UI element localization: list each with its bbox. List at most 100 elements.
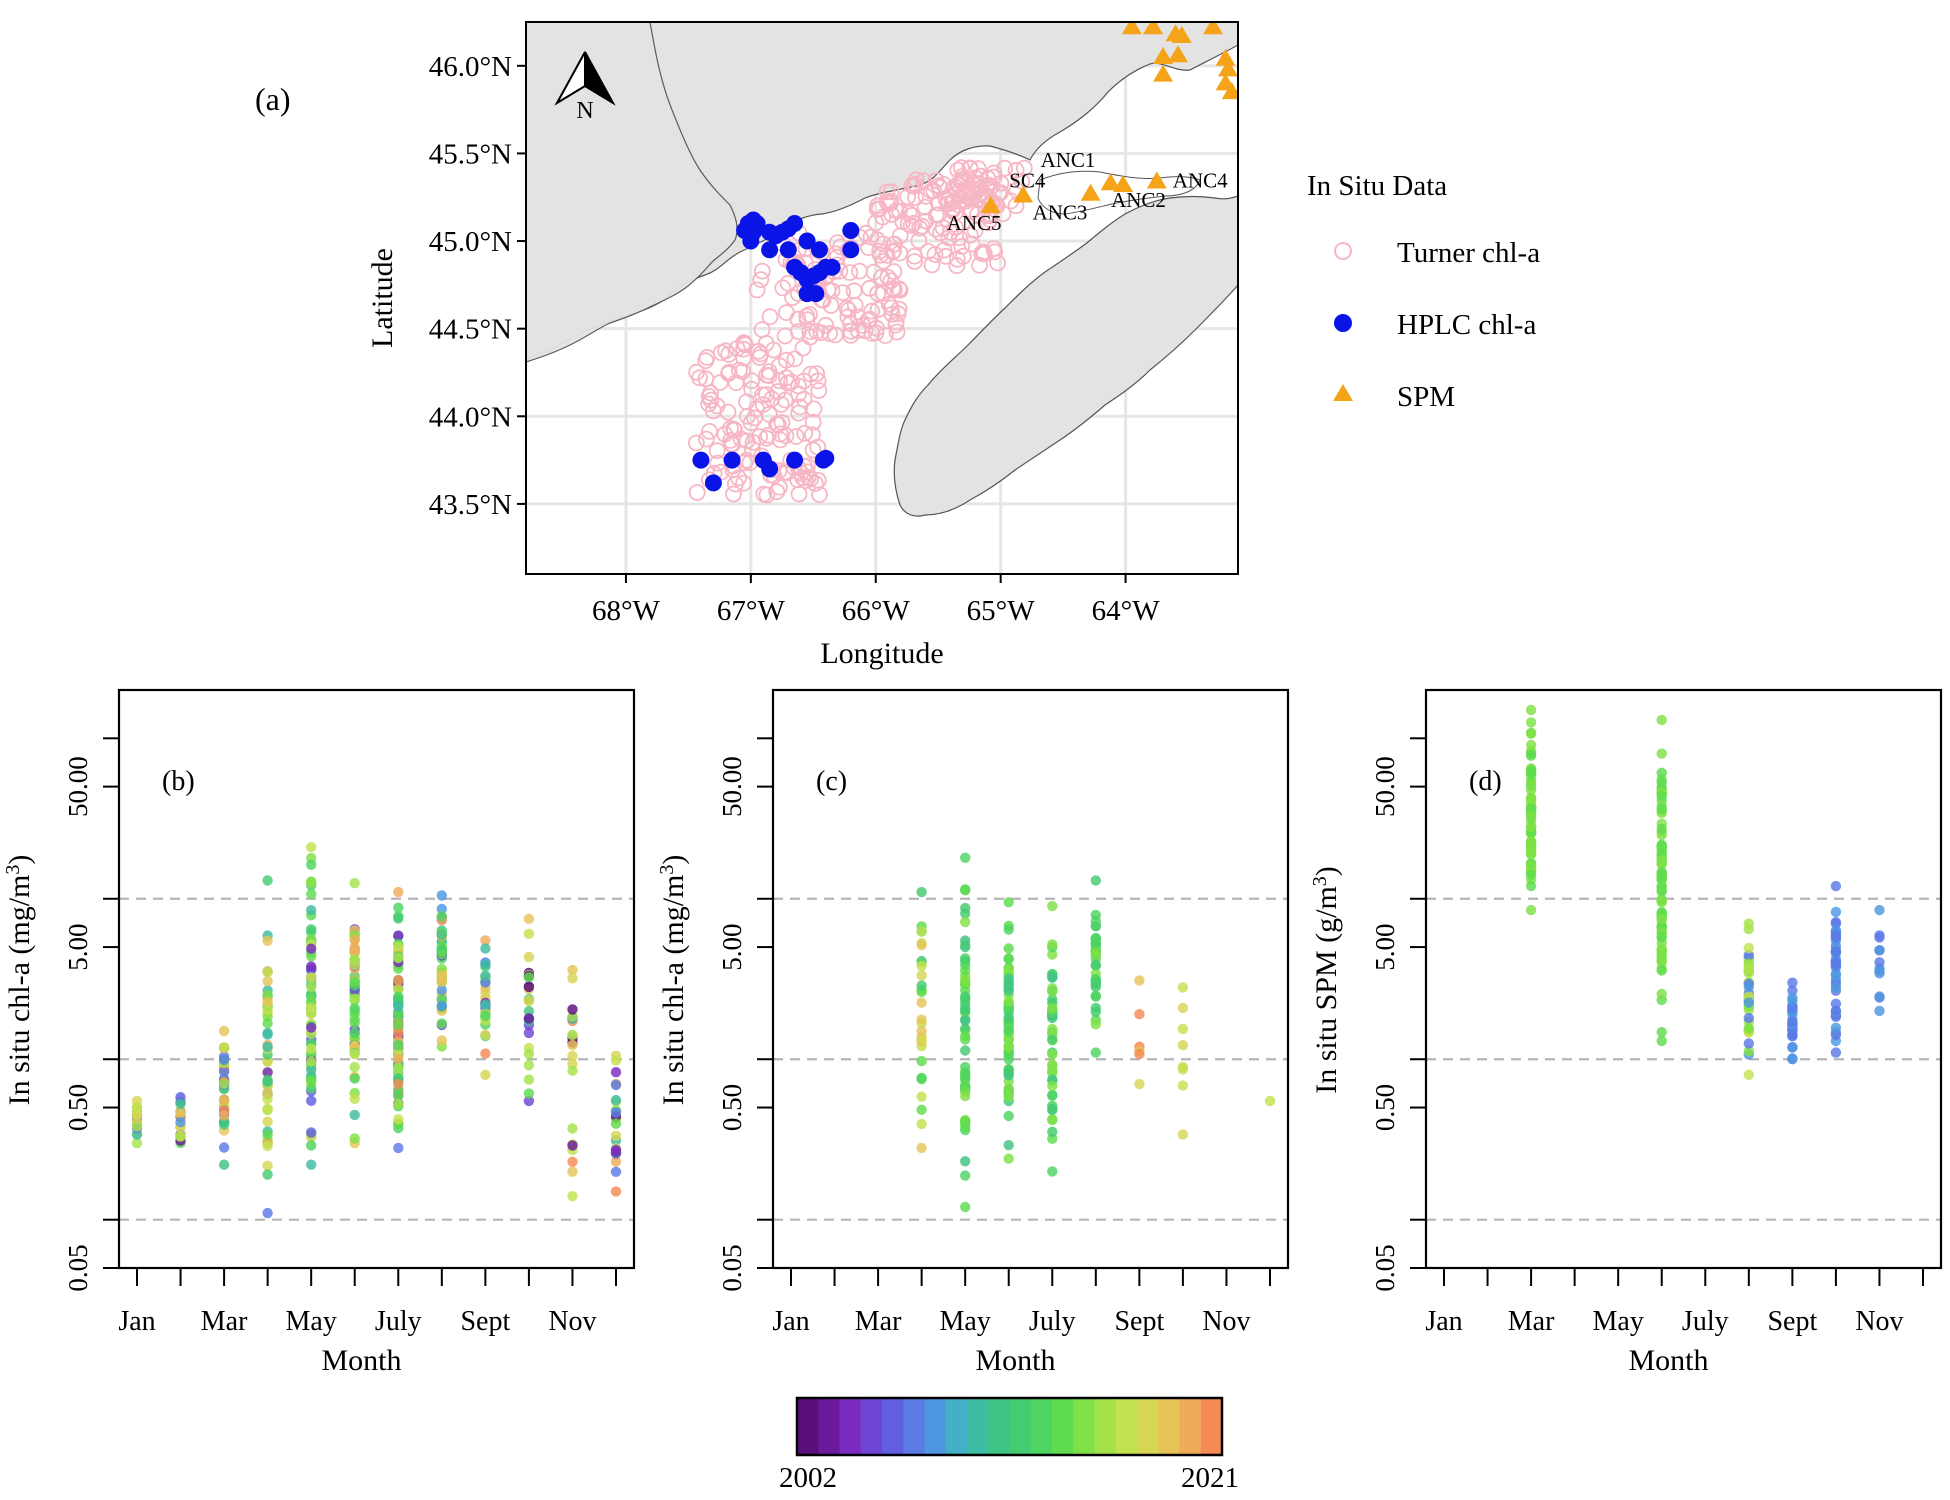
data-point bbox=[1830, 1022, 1842, 1033]
turner-point bbox=[796, 424, 814, 442]
data-point bbox=[262, 975, 273, 987]
data-point bbox=[567, 1166, 578, 1177]
data-point bbox=[523, 1013, 535, 1024]
data-point bbox=[1525, 848, 1537, 860]
turner-point bbox=[688, 484, 706, 501]
y-tick-label: 5.00 bbox=[717, 923, 747, 970]
data-point bbox=[306, 981, 317, 993]
data-point bbox=[480, 970, 491, 981]
data-point bbox=[1525, 750, 1537, 761]
colorbar-max-label: 2021 bbox=[1181, 1462, 1239, 1494]
turner-point bbox=[778, 351, 795, 369]
colorbar-cell bbox=[1094, 1398, 1117, 1455]
data-point bbox=[393, 984, 404, 995]
turner-point bbox=[809, 372, 827, 390]
data-point bbox=[1525, 784, 1537, 796]
turner-point bbox=[883, 206, 901, 223]
data-point bbox=[1787, 1016, 1798, 1028]
data-point bbox=[131, 1102, 143, 1113]
data-point bbox=[218, 1142, 230, 1153]
turner-point bbox=[889, 305, 907, 323]
data-point bbox=[916, 960, 927, 972]
legend-hplc-label: HPLC chl-a bbox=[1397, 309, 1536, 341]
data-point bbox=[1003, 1153, 1014, 1164]
data-point bbox=[218, 1110, 230, 1121]
data-point bbox=[1656, 714, 1667, 726]
data-point bbox=[1047, 1114, 1058, 1126]
data-point bbox=[349, 1040, 360, 1052]
spm-station-point bbox=[980, 196, 1001, 213]
data-point bbox=[306, 1159, 317, 1170]
turner-point bbox=[867, 214, 885, 232]
data-point bbox=[306, 905, 317, 916]
data-point bbox=[1134, 1078, 1145, 1090]
data-point bbox=[1525, 739, 1537, 751]
data-point bbox=[262, 1087, 273, 1098]
data-point bbox=[1743, 981, 1755, 993]
colorbar-cell bbox=[1158, 1398, 1181, 1455]
data-point bbox=[1090, 1019, 1102, 1030]
turner-point bbox=[961, 226, 979, 244]
y-axis-title-main: In situ chl-a (mg/m bbox=[3, 875, 36, 1106]
panel-label: (c) bbox=[816, 766, 847, 797]
y-tick-label: 50.00 bbox=[717, 756, 747, 817]
turner-point bbox=[943, 202, 961, 220]
data-point bbox=[1003, 1041, 1014, 1053]
turner-point bbox=[702, 384, 719, 402]
turner-point bbox=[804, 413, 822, 431]
data-point bbox=[916, 939, 927, 951]
spm-station-label: SC4 bbox=[1009, 169, 1046, 193]
colorbar-cell bbox=[839, 1398, 862, 1455]
turner-point bbox=[842, 315, 859, 332]
data-point bbox=[1177, 1040, 1189, 1051]
turner-point bbox=[877, 327, 894, 345]
data-point bbox=[1743, 950, 1755, 961]
spm-point bbox=[1168, 45, 1189, 63]
map-y-tick-label: 45.0°N bbox=[429, 226, 512, 258]
colorbar: 2002 2021 bbox=[779, 1396, 1239, 1494]
data-point bbox=[262, 1207, 273, 1219]
data-point bbox=[393, 1010, 404, 1021]
turner-point bbox=[971, 256, 988, 274]
data-point bbox=[1003, 963, 1014, 975]
data-point bbox=[916, 1033, 927, 1045]
turner-point bbox=[738, 393, 755, 411]
map-frame bbox=[525, 21, 1239, 575]
turner-point bbox=[841, 264, 859, 282]
data-point bbox=[1264, 1095, 1276, 1107]
hplc-point bbox=[723, 451, 741, 469]
turner-point bbox=[891, 227, 909, 245]
data-point bbox=[262, 935, 273, 946]
turner-point bbox=[854, 316, 872, 334]
data-point bbox=[1003, 1140, 1014, 1151]
data-point bbox=[1525, 717, 1537, 728]
data-point bbox=[1874, 991, 1885, 1002]
data-point bbox=[960, 1201, 971, 1213]
data-point bbox=[1525, 704, 1537, 716]
nova-scotia-land bbox=[893, 195, 1238, 517]
turner-point bbox=[742, 414, 760, 432]
data-point bbox=[523, 951, 535, 963]
data-point bbox=[480, 935, 491, 946]
turner-point bbox=[969, 206, 986, 223]
data-point bbox=[480, 1048, 491, 1059]
data-point bbox=[523, 995, 535, 1006]
colorbar-cell bbox=[1030, 1398, 1053, 1455]
data-point bbox=[1830, 906, 1842, 918]
data-point bbox=[523, 981, 535, 993]
data-point bbox=[393, 902, 404, 913]
data-point bbox=[436, 1035, 447, 1046]
data-point bbox=[1656, 823, 1667, 834]
panel-a-label: (a) bbox=[255, 81, 291, 117]
data-point bbox=[306, 1083, 317, 1094]
x-tick-label: Nov bbox=[548, 1306, 596, 1337]
data-point bbox=[1743, 1038, 1755, 1049]
turner-point bbox=[809, 471, 827, 489]
data-point bbox=[960, 1005, 971, 1017]
x-axis-title: Month bbox=[975, 1344, 1055, 1377]
data-point bbox=[916, 980, 927, 991]
turner-point bbox=[801, 323, 819, 341]
legend-title: In Situ Data bbox=[1307, 170, 1447, 202]
data-point bbox=[1656, 931, 1667, 942]
